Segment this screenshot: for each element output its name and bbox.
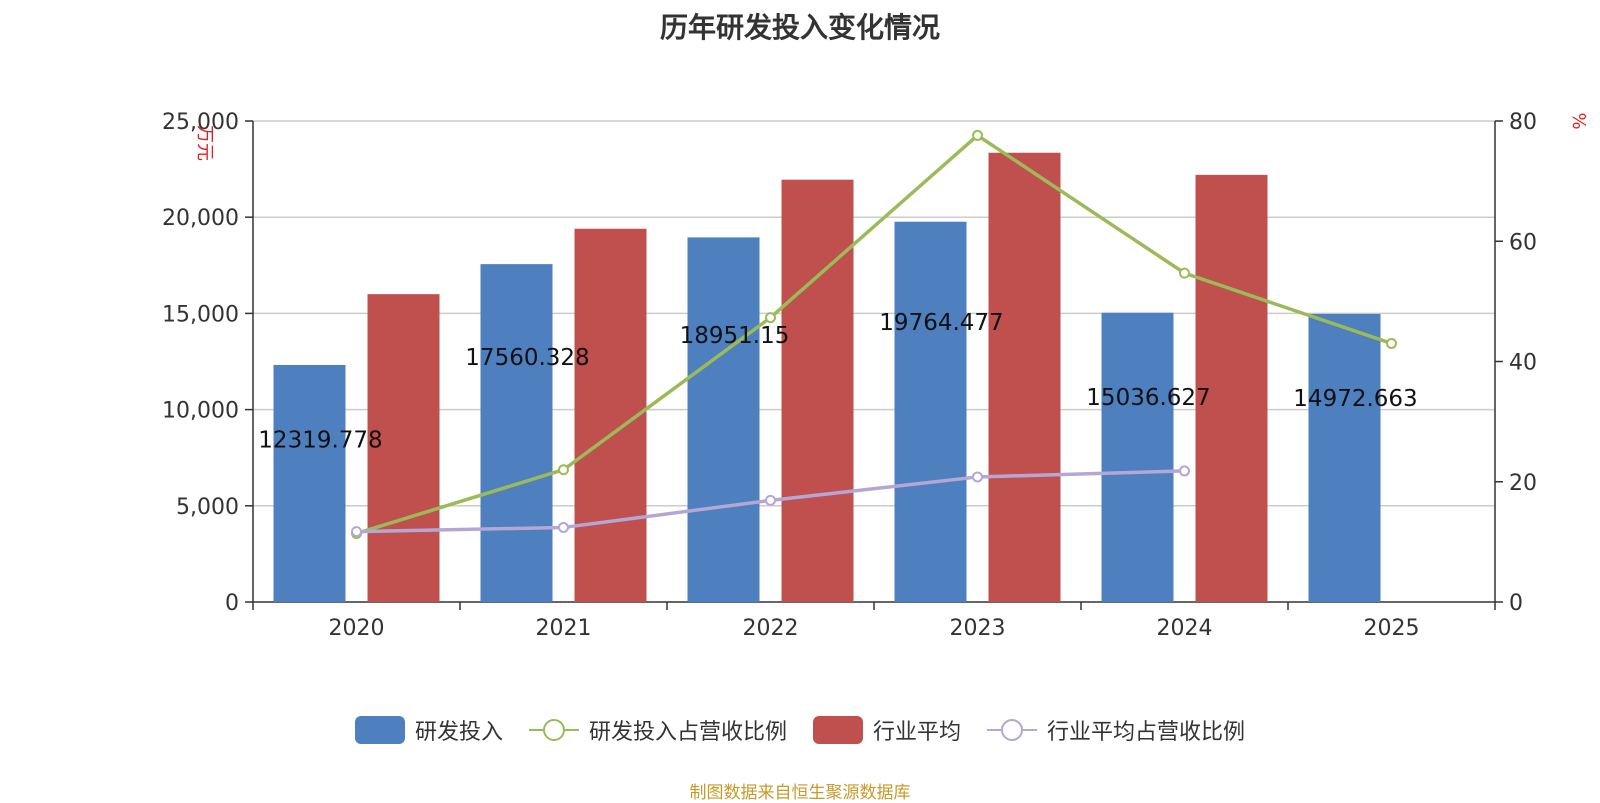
line-point-1-4[interactable] [1179, 465, 1190, 477]
x-tick-label-2: 2022 [743, 616, 799, 641]
legend-label-industry-average: 行业平均 [873, 720, 962, 745]
bar-data-label-3: 19764.477 [879, 310, 1003, 336]
y-axis-left-unit: 万元 [194, 125, 215, 161]
bar-1-3[interactable] [988, 152, 1061, 602]
legend-item-rd-ratio[interactable]: 研发投入占营收比例 [528, 714, 787, 746]
x-tick-label-1: 2021 [536, 616, 592, 641]
bar-1-0[interactable] [367, 294, 440, 602]
line-point-0-5[interactable] [1386, 337, 1397, 349]
bar-data-label-2: 18951.15 [680, 323, 790, 349]
legend-swatch-industry-ratio [987, 716, 1038, 744]
y-axis-right-unit: % [1568, 112, 1589, 129]
bar-data-label-0: 12319.778 [258, 428, 382, 454]
line-point-0-1[interactable] [558, 464, 569, 476]
legend-swatch-rd-investment [354, 716, 405, 744]
chart-title: 历年研发投入变化情况 [659, 11, 940, 44]
y-right-tick-label-0: 0 [1509, 591, 1523, 616]
bar-data-label-1: 17560.328 [465, 345, 589, 371]
y-left-tick-label-4: 20,000 [162, 206, 239, 231]
line-point-0-3[interactable] [972, 129, 983, 141]
y-right-tick-label-1: 20 [1509, 471, 1537, 496]
bar-1-1[interactable] [574, 228, 647, 602]
x-tick-label-5: 2025 [1364, 616, 1420, 641]
x-tick-label-0: 2020 [329, 616, 385, 641]
y-left-tick-label-1: 5,000 [176, 495, 239, 520]
x-tick-label-4: 2024 [1157, 616, 1213, 641]
y-right-tick-label-4: 80 [1509, 110, 1537, 135]
legend-item-industry-ratio[interactable]: 行业平均占营收比例 [987, 714, 1245, 746]
bar-0-0[interactable] [273, 364, 346, 602]
y-right-tick-label-2: 40 [1509, 351, 1537, 376]
bar-0-3[interactable] [894, 221, 967, 603]
line-point-0-2[interactable] [765, 312, 776, 324]
y-left-tick-label-2: 10,000 [162, 399, 239, 424]
bar-data-label-5: 14972.663 [1293, 386, 1417, 412]
legend-item-rd-investment[interactable]: 研发投入 [354, 714, 503, 746]
bar-data-label-4: 15036.627 [1086, 385, 1210, 411]
bar-0-5[interactable] [1308, 313, 1381, 602]
line-series-0 [354, 133, 1394, 536]
bar-0-1[interactable] [480, 264, 553, 602]
y-left-tick-label-0: 0 [225, 591, 239, 616]
x-tick-label-3: 2023 [950, 616, 1006, 641]
legend-swatch-rd-ratio [528, 716, 579, 744]
data-source-note: 制图数据来自恒生聚源数据库 [689, 783, 911, 803]
y-right-tick-label-3: 60 [1509, 230, 1537, 255]
y-left-tick-label-3: 15,000 [162, 302, 239, 327]
legend-label-rd-ratio: 研发投入占营收比例 [588, 720, 787, 745]
legend: 研发投入 研发投入占营收比例 行业平均 行业平均占营收比例 [0, 714, 1600, 746]
line-point-1-3[interactable] [972, 471, 983, 483]
bar-1-2[interactable] [781, 179, 854, 602]
legend-item-industry-average[interactable]: 行业平均 [813, 714, 961, 746]
line-point-1-1[interactable] [558, 521, 569, 533]
y-left-tick-label-5: 25,000 [162, 110, 239, 135]
legend-label-rd-investment: 研发投入 [414, 720, 503, 745]
legend-swatch-industry-average [813, 716, 863, 744]
bar-1-4[interactable] [1195, 174, 1268, 602]
bar-0-2[interactable] [687, 237, 760, 602]
bar-0-4[interactable] [1101, 312, 1174, 602]
line-point-1-0[interactable] [351, 526, 362, 538]
legend-label-industry-ratio: 行业平均占营收比例 [1047, 720, 1246, 745]
line-point-1-2[interactable] [765, 494, 776, 506]
line-point-0-4[interactable] [1179, 267, 1190, 279]
